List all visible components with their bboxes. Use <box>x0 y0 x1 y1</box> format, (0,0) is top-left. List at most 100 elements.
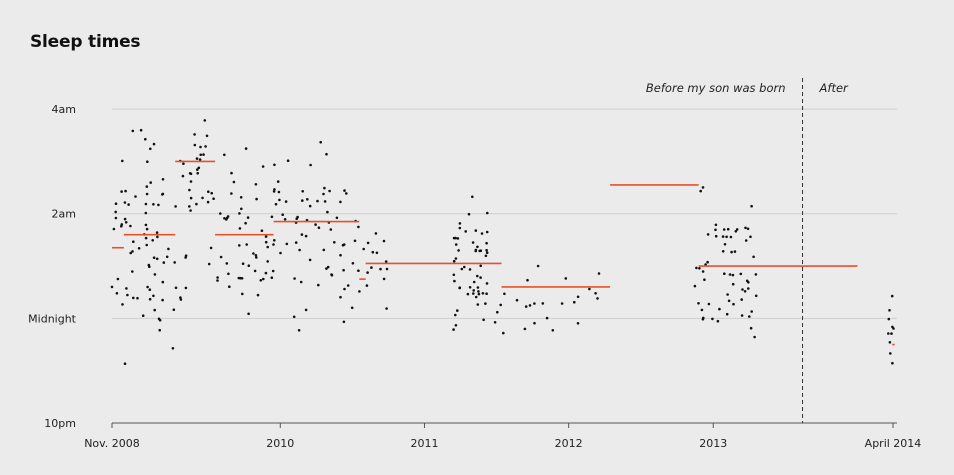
data-point <box>196 168 199 171</box>
data-point <box>158 328 161 332</box>
data-point <box>145 243 148 247</box>
data-point <box>729 235 733 239</box>
data-point <box>749 235 752 239</box>
data-point <box>718 307 721 311</box>
data-point <box>114 216 118 220</box>
x-tick-label: 2010 <box>266 437 294 450</box>
data-point <box>322 192 325 196</box>
data-point <box>205 134 209 138</box>
data-point <box>454 324 458 327</box>
data-point <box>153 308 156 312</box>
data-point <box>374 232 378 235</box>
data-point <box>891 361 894 365</box>
data-point <box>476 303 480 306</box>
data-point <box>472 292 475 295</box>
data-point <box>576 322 580 325</box>
data-point <box>112 227 116 231</box>
data-point <box>474 229 478 232</box>
data-point <box>188 205 191 208</box>
data-point <box>136 296 139 300</box>
data-point <box>754 294 758 298</box>
data-point <box>362 247 366 251</box>
data-point <box>228 285 231 289</box>
data-point <box>485 282 489 285</box>
data-point <box>273 239 276 242</box>
data-point <box>148 265 151 269</box>
data-point <box>264 240 268 244</box>
data-point <box>698 267 701 270</box>
data-point <box>137 247 141 250</box>
data-point <box>116 277 120 281</box>
data-point <box>545 316 549 320</box>
data-point <box>246 216 250 219</box>
data-point <box>484 302 487 305</box>
data-point <box>468 268 472 271</box>
data-point <box>252 252 255 255</box>
data-point <box>722 228 726 231</box>
data-point <box>304 234 308 238</box>
data-point <box>744 226 747 230</box>
data-point <box>725 312 729 316</box>
data-point <box>479 249 483 252</box>
data-point <box>304 308 308 312</box>
data-point <box>173 261 176 264</box>
data-point <box>375 251 379 255</box>
data-point <box>152 294 155 298</box>
x-tick-label: April 2014 <box>865 437 922 450</box>
data-point <box>131 250 134 253</box>
data-point <box>723 272 726 276</box>
data-point <box>496 310 499 314</box>
data-point <box>597 272 601 275</box>
data-point <box>156 235 159 239</box>
data-point <box>697 302 700 305</box>
data-point <box>207 190 210 193</box>
data-point <box>493 321 497 324</box>
data-point <box>486 211 489 215</box>
data-point <box>273 188 276 191</box>
data-point <box>145 227 149 231</box>
data-point <box>711 317 714 321</box>
data-point <box>485 251 489 254</box>
data-point <box>309 163 312 167</box>
data-point <box>127 203 130 206</box>
data-point <box>695 266 698 270</box>
data-point <box>219 212 222 215</box>
data-point <box>256 293 260 297</box>
data-point <box>366 241 370 245</box>
data-point <box>153 273 157 276</box>
data-point <box>740 298 743 301</box>
data-point <box>326 265 330 269</box>
data-point <box>474 248 478 252</box>
data-point <box>244 221 247 225</box>
data-point <box>254 183 258 186</box>
data-point <box>226 215 230 218</box>
chart-title: Sleep times <box>30 32 141 52</box>
annotation-after: After <box>819 81 849 95</box>
data-point <box>244 147 248 150</box>
data-point <box>206 200 210 204</box>
data-point <box>721 250 725 253</box>
data-point <box>749 326 753 330</box>
data-point <box>482 318 485 322</box>
annotation-before: Before my son was born <box>646 81 786 95</box>
data-point <box>503 292 506 296</box>
data-point <box>471 241 475 244</box>
data-point <box>726 293 729 296</box>
data-point <box>731 273 735 277</box>
data-points <box>110 119 895 366</box>
data-point <box>458 286 461 290</box>
data-point <box>480 232 484 235</box>
data-point <box>741 288 744 291</box>
data-point <box>317 226 321 229</box>
data-point <box>132 240 135 243</box>
data-point <box>747 287 750 290</box>
data-point <box>121 303 124 306</box>
data-point <box>330 273 334 277</box>
data-point <box>301 190 305 193</box>
data-point <box>706 233 710 236</box>
data-point <box>254 256 258 259</box>
data-point <box>485 241 488 245</box>
data-point <box>262 277 265 281</box>
data-point <box>239 196 243 199</box>
data-point <box>463 265 466 269</box>
